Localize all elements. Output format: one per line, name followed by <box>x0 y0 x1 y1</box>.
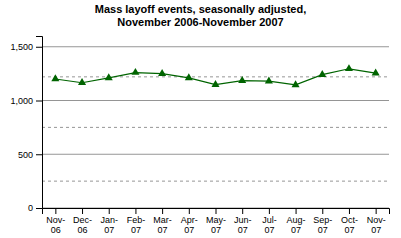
x-tick: Oct-07 <box>341 208 358 235</box>
marker <box>345 64 353 71</box>
x-tick-label: Aug-07 <box>287 215 306 235</box>
x-tick: Feb-07 <box>127 208 146 235</box>
y-tick: 500 <box>18 150 42 160</box>
x-tick-label: Dec-06 <box>73 215 92 235</box>
x-tick-label: Jun-07 <box>234 215 252 235</box>
marker <box>372 68 380 75</box>
x-tick-mark <box>349 208 350 214</box>
marker <box>105 73 113 80</box>
marker <box>131 68 139 75</box>
x-tick-label: Apr-07 <box>181 215 198 235</box>
x-tick-mark <box>242 208 243 214</box>
marker <box>211 80 219 87</box>
x-tick-label: Jul-07 <box>262 215 277 235</box>
x-tick: May-07 <box>206 208 226 235</box>
title: Mass layoff events, seasonally adjusted,… <box>95 3 307 28</box>
y-tick-label: 1,500 <box>10 42 33 52</box>
x-tick-label: Sep-07 <box>313 215 332 235</box>
x-tick: Jan-07 <box>100 208 118 235</box>
x-tick-label: Feb-07 <box>127 215 146 235</box>
x-tick-mark <box>162 208 163 214</box>
x-tick-label: May-07 <box>206 215 226 235</box>
x-tick: Sep-07 <box>313 208 332 235</box>
x-tick: Dec-06 <box>73 208 92 235</box>
x-tick-mark <box>322 208 323 214</box>
x-tick-mark <box>296 208 297 214</box>
grid-line <box>42 154 389 155</box>
marker <box>51 74 59 81</box>
plot: 0 500 1,000 1,500 Nov-06 Dec-06 Jan-07 Feb-07 Ma… <box>10 37 389 236</box>
x-tick-mark <box>376 208 377 214</box>
x-tick-label: Jan-07 <box>100 215 118 235</box>
x-tick: Apr-07 <box>181 208 198 235</box>
marker <box>158 69 166 76</box>
y-tick-mark <box>36 47 42 48</box>
chart: Mass layoff events, seasonally adjusted,… <box>0 0 401 238</box>
dashed-line <box>42 127 389 128</box>
grid-line <box>42 208 389 209</box>
x-tick-label: Oct-07 <box>341 215 358 235</box>
marker <box>238 76 246 83</box>
y-tick-label: 1,000 <box>10 96 33 106</box>
y-tick: 1,000 <box>10 96 42 106</box>
x-tick: Jun-07 <box>234 208 252 235</box>
dashed-line <box>42 76 389 77</box>
y-tick: 0 <box>28 203 42 213</box>
x-tick-mark <box>216 208 217 214</box>
y-axis: 0 500 1,000 1,500 <box>10 37 42 214</box>
x-tick-mark <box>189 208 190 214</box>
y-tick-label: 0 <box>28 203 33 213</box>
plot-area <box>42 47 389 208</box>
x-tick: Jul-07 <box>262 208 277 235</box>
marker <box>185 73 193 80</box>
grid-line <box>42 100 389 101</box>
x-axis-line <box>43 209 390 215</box>
x-tick-mark <box>269 208 270 214</box>
y-axis-line <box>36 37 43 209</box>
x-tick-mark <box>55 208 56 214</box>
x-tick-mark <box>109 208 110 214</box>
y-tick-label: 500 <box>18 150 33 160</box>
marker <box>292 80 300 87</box>
marker <box>318 70 326 77</box>
grid-line <box>42 46 389 47</box>
y-tick-mark <box>36 101 42 102</box>
x-tick-label: Nov-06 <box>46 215 65 235</box>
x-tick-mark <box>135 208 136 214</box>
x-tick: Mar-07 <box>153 208 172 235</box>
y-tick-mark <box>36 208 42 209</box>
x-tick: Nov-07 <box>367 208 386 235</box>
dashed-line <box>42 181 389 182</box>
x-tick: Aug-07 <box>287 208 306 235</box>
marker <box>265 77 273 84</box>
x-tick-mark <box>82 208 83 214</box>
marker <box>78 78 86 85</box>
y-tick: 1,500 <box>10 42 42 52</box>
y-tick-mark <box>36 154 42 155</box>
x-tick: Nov-06 <box>46 208 65 235</box>
x-tick-label: Nov-07 <box>367 215 386 235</box>
x-axis: Nov-06 Dec-06 Jan-07 Feb-07 Mar-07 Apr-07 May-… <box>43 208 390 235</box>
x-tick-label: Mar-07 <box>153 215 172 235</box>
